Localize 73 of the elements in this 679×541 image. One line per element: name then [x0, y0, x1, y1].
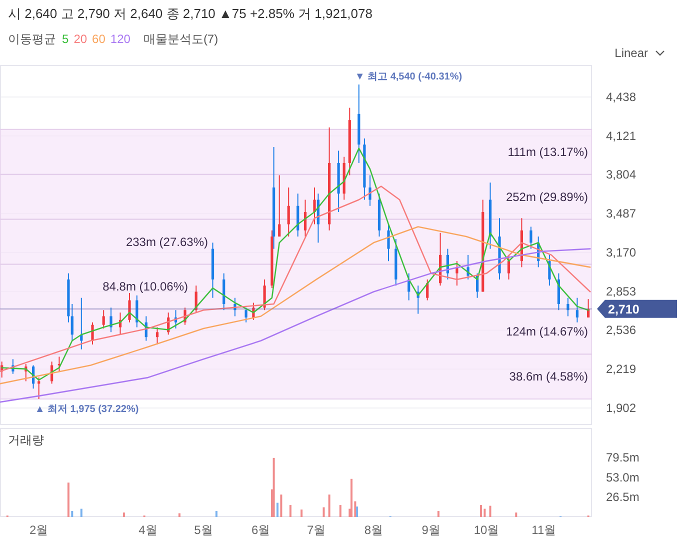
bar	[289, 505, 292, 517]
bar	[276, 502, 278, 517]
y-tick-label: 1,902	[606, 400, 636, 415]
chart-title: 거래량	[8, 433, 44, 447]
bar	[322, 507, 325, 517]
bar	[515, 512, 518, 517]
legend-title: 이동평균	[8, 32, 56, 46]
x-tick-label: 7월	[307, 523, 326, 537]
bar	[350, 478, 352, 517]
band-label: 124m (14.67%)	[506, 324, 588, 339]
bar	[339, 505, 342, 517]
x-tick-label: 11월	[532, 523, 556, 537]
text: Linear	[614, 46, 648, 60]
text: 60	[92, 32, 106, 46]
bar	[484, 508, 486, 517]
candlestick	[287, 186, 290, 238]
y-tick-label: 2,536	[606, 323, 636, 338]
bar	[480, 505, 482, 517]
candlestick	[456, 260, 458, 286]
candlestick	[368, 174, 372, 206]
ref-line-label: 2,710	[608, 302, 640, 316]
candlestick	[244, 307, 248, 323]
band-label: 111m (13.17%)	[508, 144, 588, 159]
x-tick-label: 2월	[30, 523, 48, 537]
bar	[489, 506, 492, 517]
annotation: ▼ 최고 4,540 (-40.31%)	[354, 71, 462, 82]
x-tick-label: 10월	[474, 523, 500, 537]
candlestick	[128, 292, 131, 323]
text: 20	[74, 32, 88, 46]
bar	[215, 511, 218, 517]
candlestick	[548, 254, 551, 286]
candlestick	[313, 186, 316, 225]
x-tick-label: 9월	[422, 523, 440, 537]
bar	[178, 513, 180, 517]
y-tick-label: 4,121	[606, 128, 636, 143]
x-tick-label: 5월	[194, 523, 213, 537]
y-tick-label: 53.0m	[606, 470, 640, 484]
y-tick-label: 3,170	[606, 245, 636, 260]
y-tick-label: 2,219	[606, 362, 636, 376]
bar	[437, 511, 440, 517]
bar	[356, 506, 358, 517]
text: 120	[110, 32, 131, 46]
bar	[272, 458, 275, 517]
chart-subtitle: 매물분석도(7)	[143, 32, 218, 46]
y-tick-label: 26.5m	[606, 490, 640, 504]
band-label: 233m (27.63%)	[126, 234, 208, 249]
band-label: 84.8m (10.06%)	[102, 280, 188, 294]
y-tick-label: 2,853	[606, 284, 636, 298]
candlestick	[278, 174, 281, 238]
candlestick	[110, 307, 112, 333]
bar	[300, 510, 303, 517]
candlestick	[102, 310, 105, 329]
y-tick-label: 3,804	[606, 168, 636, 182]
candlestick	[530, 226, 532, 250]
candlestick	[576, 297, 578, 323]
band-label: 252m (29.89%)	[506, 190, 588, 204]
candlestick	[156, 326, 159, 345]
y-tick-label: 3,487	[606, 206, 636, 221]
x-tick-label: 8월	[364, 523, 384, 537]
x-tick-label: 6월	[252, 523, 270, 537]
y-tick-label: 79.5m	[606, 450, 640, 465]
x-tick-label: 4월	[138, 523, 158, 537]
band-label: 38.6m (4.58%)	[509, 370, 588, 384]
chart-title: 시 2,640 고 2,790 저 2,640 종 2,710 ▲75 +2.85% 거 1,921,078	[8, 6, 372, 21]
text: 5	[62, 32, 69, 46]
candlestick	[566, 297, 570, 317]
bar	[122, 512, 125, 517]
candlestick	[387, 224, 390, 262]
y-tick-label: 4,438	[606, 90, 636, 104]
annotation: ▲ 최저 1,975 (37.22%)	[34, 404, 139, 416]
bar	[280, 494, 282, 517]
bar	[328, 494, 330, 517]
candlestick	[507, 254, 510, 280]
